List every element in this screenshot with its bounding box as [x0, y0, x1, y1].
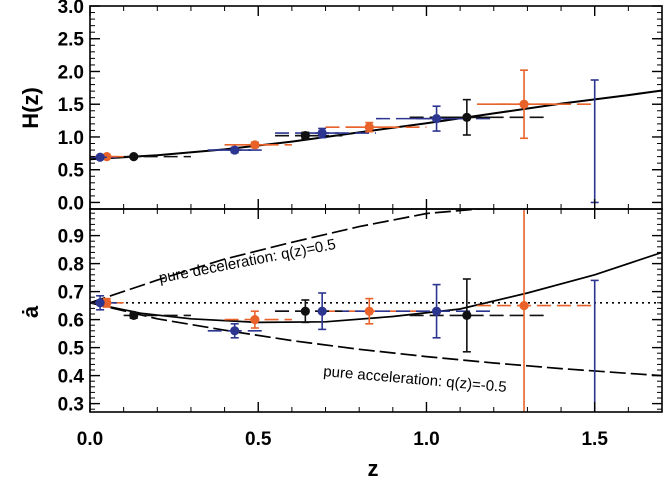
- top-y-tick-label: 2.0: [58, 62, 84, 83]
- bottom-y-tick-label: 0.3: [58, 395, 84, 416]
- top-y-axis-label: H(z): [18, 87, 43, 129]
- bottom-panel-points: [95, 209, 599, 412]
- x-tick-label: 1.0: [413, 429, 439, 450]
- x-tick-label: 1.5: [581, 429, 608, 450]
- bottom-data-point: [129, 310, 139, 320]
- top-y-tick-label: 0.5: [58, 161, 85, 182]
- acceleration-curve: [90, 301, 662, 377]
- bottom-data-point: [364, 306, 374, 316]
- bottom-data-point: [317, 306, 327, 316]
- top-data-point: [364, 122, 374, 132]
- bottom-y-tick-label: 0.7: [58, 283, 84, 304]
- top-data-point: [129, 152, 139, 162]
- bottom-data-point: [431, 306, 442, 316]
- top-data-point: [519, 99, 529, 109]
- bottom-data-point: [102, 298, 112, 308]
- bottom-y-tick-label: 0.5: [58, 339, 85, 360]
- bottom-panel-frame: [89, 208, 663, 413]
- x-axis-label: z: [368, 456, 379, 481]
- top-y-tick-label: 1.5: [58, 95, 85, 116]
- bottom-y-tick-label: 0.8: [58, 255, 84, 276]
- bottom-data-point: [230, 326, 240, 336]
- top-data-point: [300, 131, 310, 141]
- bottom-y-axis-label: ȧ: [18, 305, 43, 318]
- bottom-data-point: [462, 310, 472, 320]
- top-y-tick-label: 3.0: [58, 0, 84, 18]
- top-data-point: [462, 112, 472, 122]
- top-data-point: [230, 145, 240, 155]
- top-y-tick-label: 0.0: [58, 193, 84, 214]
- deceleration-annotation: pure deceleration: q(z)=0.5: [158, 236, 338, 287]
- acceleration-annotation: pure acceleration: q(z)=-0.5: [323, 363, 508, 396]
- top-data-point: [431, 114, 442, 124]
- top-data-point: [317, 128, 327, 138]
- bottom-y-tick-label: 0.6: [58, 311, 84, 332]
- tick-labels: 0.0 0.5 1.0 1.5 2.0 2.5 3.0 0.3 0.4 0.5 0.6 0.7 0.8 0…: [58, 0, 609, 450]
- bottom-y-tick-label: 0.9: [58, 227, 84, 248]
- top-model-curve: [90, 89, 662, 161]
- bottom-y-tick-label: 0.4: [58, 367, 85, 388]
- bottom-data-point: [300, 306, 310, 316]
- top-panel-curves: [90, 89, 662, 161]
- x-tick-label: 0.0: [77, 429, 103, 450]
- bottom-panel-curves: [90, 209, 662, 377]
- top-y-tick-label: 1.0: [58, 128, 84, 149]
- top-data-point: [250, 140, 260, 150]
- top-data-point: [95, 152, 105, 162]
- axes: [89, 5, 663, 413]
- bottom-data-point: [95, 298, 105, 308]
- bottom-data-point: [519, 301, 529, 311]
- top-panel-frame: [89, 5, 663, 210]
- top-panel-points: [93, 69, 599, 204]
- x-tick-label: 0.5: [245, 429, 272, 450]
- bottom-data-point: [250, 315, 260, 325]
- top-y-tick-label: 2.5: [58, 30, 85, 51]
